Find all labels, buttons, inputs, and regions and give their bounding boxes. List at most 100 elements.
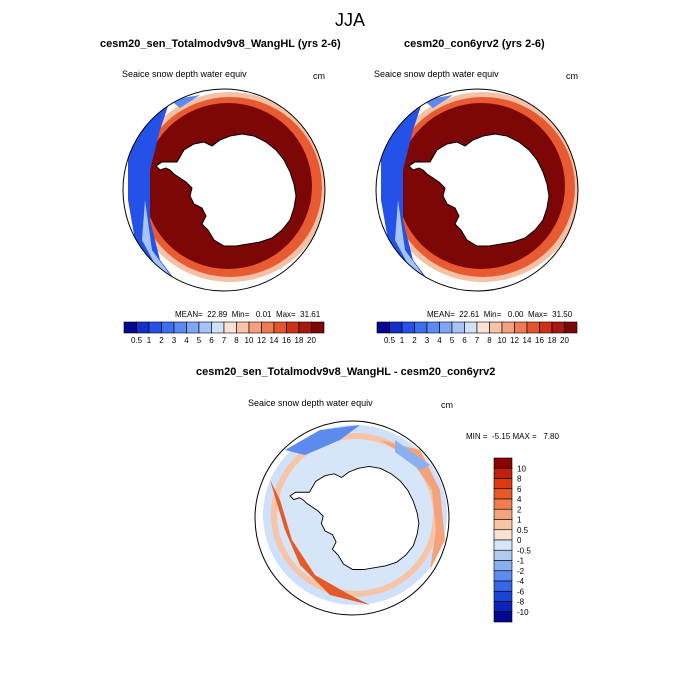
panel1-colorbar-tick-label: 16 — [282, 336, 291, 345]
diff-colorbar-swatch — [493, 601, 513, 613]
panel2-variable-label: Seaice snow depth water equiv — [374, 69, 499, 79]
panel1-colorbar-tick-label: 3 — [172, 336, 177, 345]
panel2-colorbar-swatch — [501, 321, 515, 334]
panel1-colorbar-swatch — [248, 321, 262, 334]
diff-colorbar-swatch — [493, 467, 513, 479]
panel1-colorbar-tick-label: 20 — [307, 336, 316, 345]
panel2-colorbar-tick-label: 2 — [412, 336, 417, 345]
diff-colorbar-tick-label: 1 — [517, 516, 522, 525]
panel1-colorbar-swatch — [223, 321, 237, 334]
panel2-colorbar-swatch — [464, 321, 478, 334]
diff-colorbar-tick-label: 8 — [517, 475, 522, 484]
panel2-colorbar-swatch — [514, 321, 528, 334]
diff-colorbar-swatch — [493, 498, 513, 510]
panel2-title: cesm20_con6yrv2 (yrs 2-6) — [404, 38, 545, 50]
diff-map — [255, 421, 449, 615]
panel2-colorbar-tick-label: 20 — [560, 336, 569, 345]
panel2-colorbar-tick-label: 8 — [487, 336, 492, 345]
diff-colorbar-swatch — [493, 580, 513, 592]
panel2-colorbar-tick-label: 5 — [450, 336, 455, 345]
panel1-colorbar-swatch — [298, 321, 312, 334]
panel1-colorbar-swatch — [148, 321, 162, 334]
panel2-colorbar-tick-label: 16 — [535, 336, 544, 345]
panel1-colorbar-swatch — [286, 321, 300, 334]
panel2-colorbar-swatch — [539, 321, 553, 334]
diff-colorbar-swatch — [493, 508, 513, 520]
panel2-map-border — [375, 88, 579, 292]
panel1-colorbar-swatch — [123, 321, 137, 334]
panel1-colorbar: 0.5 1 2 3 4 5 6 7 8 10 12 14 16 18 20 — [123, 321, 325, 345]
panel1-colorbar-swatch — [198, 321, 212, 334]
panel1-colorbar-tick-label: 8 — [234, 336, 239, 345]
panel2-colorbar-swatch — [476, 321, 490, 334]
panel2-colorbar-swatch — [439, 321, 453, 334]
diff-colorbar-swatch — [493, 519, 513, 531]
diff-colorbar-swatch — [493, 457, 513, 469]
diff-colorbar-tick-label: 6 — [517, 485, 522, 494]
diff-colorbar-tick-label: 4 — [517, 495, 522, 504]
panel2-colorbar-tick-label: 6 — [462, 336, 467, 345]
diff-colorbar-tick-label: -8 — [517, 598, 525, 607]
panel1-colorbar-tick-label: 18 — [295, 336, 304, 345]
panel1-colorbar-tick-label: 10 — [245, 336, 254, 345]
panel1-colorbar-tick-label: 1 — [147, 336, 152, 345]
diff-colorbar-swatch — [493, 478, 513, 490]
panel2-colorbar-swatch — [551, 321, 565, 334]
panel2-colorbar: 0.5 1 2 3 4 5 6 7 8 10 12 14 16 18 20 — [376, 321, 578, 345]
panel1-units-label: cm — [313, 71, 325, 81]
figure-title: JJA — [334, 10, 365, 30]
panel2-colorbar-swatch — [451, 321, 465, 334]
panel2-colorbar-swatch — [426, 321, 440, 334]
diff-colorbar-tick-label: -4 — [517, 577, 525, 586]
diff-panel-title: cesm20_sen_Totalmodv9v8_WangHL - cesm20_… — [196, 366, 496, 378]
diff-colorbar-tick-label: 0 — [517, 536, 522, 545]
panel1-colorbar-tick-label: 12 — [257, 336, 266, 345]
diff-stats: MIN = -5.15 MAX = 7.80 — [466, 432, 559, 441]
panel1-colorbar-swatch — [173, 321, 187, 334]
panel1-colorbar-tick-label: 7 — [222, 336, 227, 345]
panel1-variable-label: Seaice snow depth water equiv — [122, 69, 247, 79]
panel2-colorbar-swatch — [376, 321, 390, 334]
panel2-colorbar-swatch — [489, 321, 503, 334]
panel1-colorbar-tick-label: 5 — [197, 336, 202, 345]
panel1-colorbar-swatch — [211, 321, 225, 334]
panel1-stats: MEAN= 22.89 Min= 0.01 Max= 31.61 — [175, 310, 321, 319]
diff-colorbar-tick-label: -10 — [517, 608, 529, 617]
diff-colorbar-tick-label: 2 — [517, 505, 522, 514]
panel1-colorbar-swatch — [236, 321, 250, 334]
panel1-map-border — [122, 88, 326, 292]
diff-colorbar-swatch — [493, 488, 513, 500]
diff-colorbar-swatch — [493, 539, 513, 551]
diff-colorbar-swatch — [493, 570, 513, 582]
panel2-colorbar-tick-label: 0.5 — [384, 336, 396, 345]
diff-colorbar-tick-label: -6 — [517, 587, 525, 596]
panel1-colorbar-swatch — [311, 321, 325, 334]
panel1-colorbar-swatch — [273, 321, 287, 334]
panel2-colorbar-swatch — [564, 321, 578, 334]
panel1-colorbar-tick-label: 2 — [159, 336, 164, 345]
panel1-colorbar-tick-label: 0.5 — [131, 336, 143, 345]
panel2-units-label: cm — [566, 71, 578, 81]
panel2-stats: MEAN= 22.61 Min= 0.00 Max= 31.50 — [427, 310, 573, 319]
diff-variable-label: Seaice snow depth water equiv — [248, 398, 373, 408]
panel1-colorbar-tick-label: 4 — [184, 336, 189, 345]
panel1-colorbar-tick-label: 14 — [270, 336, 279, 345]
panel2-colorbar-tick-label: 18 — [548, 336, 557, 345]
diff-colorbar-tick-label: -2 — [517, 567, 525, 576]
panel2-colorbar-tick-label: 7 — [475, 336, 480, 345]
panel1-colorbar-tick-label: 6 — [209, 336, 214, 345]
panel2-colorbar-tick-label: 12 — [510, 336, 519, 345]
panel2-colorbar-tick-label: 10 — [498, 336, 507, 345]
panel2-map — [376, 89, 578, 291]
panel1-map — [123, 89, 325, 291]
panel2-colorbar-tick-label: 14 — [523, 336, 532, 345]
panel2-colorbar-swatch — [526, 321, 540, 334]
diff-colorbar-swatch — [493, 529, 513, 541]
diff-map-border — [254, 420, 450, 616]
panel2-colorbar-swatch — [401, 321, 415, 334]
diff-units-label: cm — [441, 400, 453, 410]
diff-colorbar-swatch — [493, 590, 513, 602]
panel1-colorbar-swatch — [186, 321, 200, 334]
panel2-colorbar-tick-label: 4 — [437, 336, 442, 345]
